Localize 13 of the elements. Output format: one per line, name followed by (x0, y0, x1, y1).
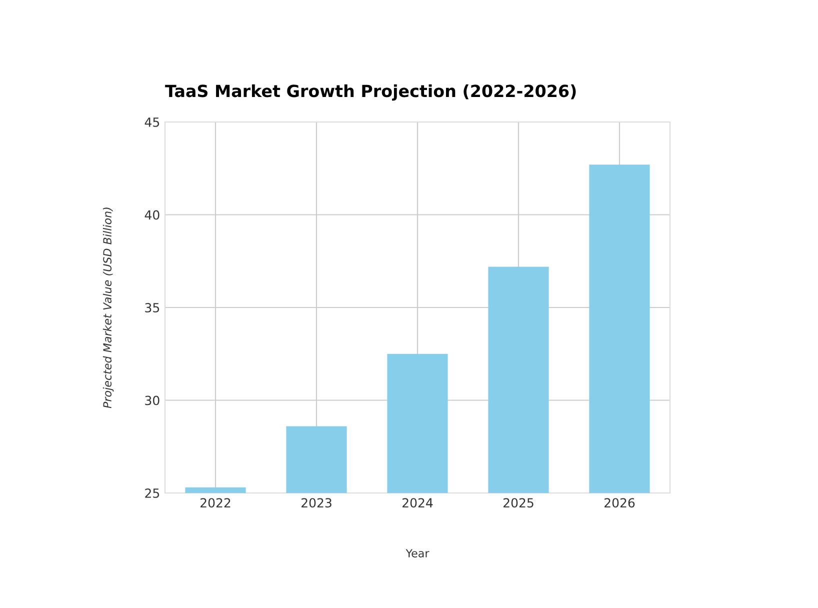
x-axis-title: Year (406, 549, 430, 558)
x-tick-label: 2022 (200, 498, 230, 508)
y-tick-label: 25 (145, 488, 160, 498)
x-tick-label: 2025 (504, 498, 534, 508)
chart-title: TaaS Market Growth Projection (2022-2026) (165, 84, 576, 101)
y-tick-label: 45 (144, 118, 160, 127)
x-tick-label: 2023 (302, 498, 332, 508)
y-axis-title: Projected Market Value (USD Billion) (102, 208, 114, 408)
y-tick-label: 35 (145, 302, 160, 312)
x-tick-label: 2026 (604, 498, 635, 508)
y-tick-label: 30 (145, 396, 160, 406)
x-tick-label: 2024 (402, 498, 433, 508)
y-tick-label: 40 (144, 210, 160, 220)
